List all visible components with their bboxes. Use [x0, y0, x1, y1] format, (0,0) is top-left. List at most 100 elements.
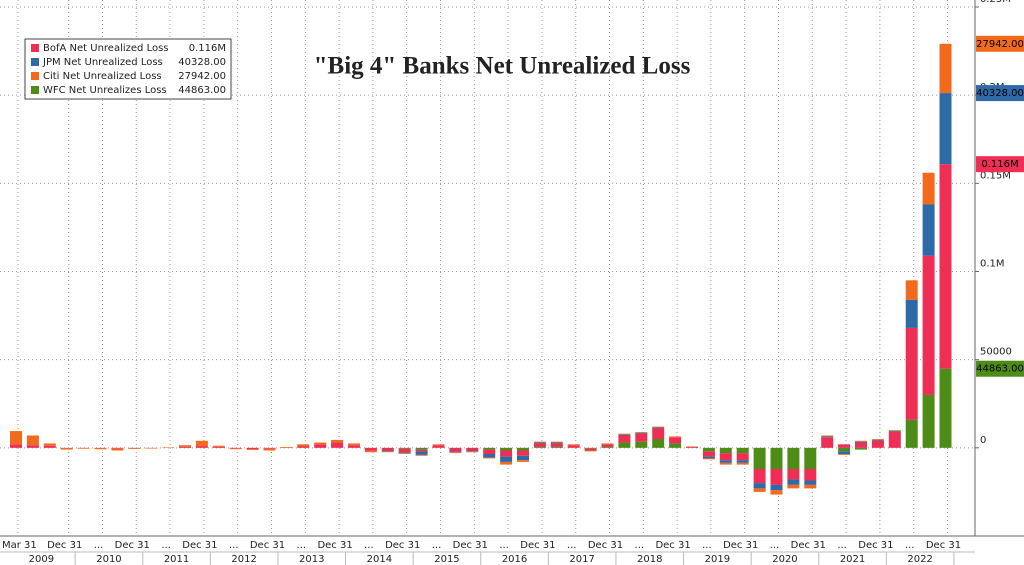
bar-segment: [500, 447, 513, 451]
x-tick-label: Dec 31: [926, 540, 961, 551]
bar-segment: [26, 445, 39, 448]
legend-value: 0.116M: [189, 43, 226, 54]
bar-segment: [533, 443, 546, 447]
bar-segment: [449, 452, 462, 454]
bar-segment: [753, 488, 766, 492]
bar-segment: [804, 484, 817, 489]
year-label: 2013: [299, 554, 324, 565]
bar-segment: [533, 446, 546, 448]
legend-swatch: [31, 72, 39, 80]
year-label: 2011: [164, 554, 189, 565]
year-label: 2020: [772, 554, 797, 565]
bar-segment: [229, 447, 242, 449]
bar-segment: [94, 447, 107, 450]
bar-segment: [77, 447, 90, 449]
year-label: 2017: [569, 554, 594, 565]
year-label: 2022: [907, 554, 932, 565]
bar-segment: [855, 447, 867, 450]
bar-segment: [821, 436, 834, 438]
bar-segment: [753, 468, 766, 484]
bar-segment: [719, 462, 732, 465]
bar-segment: [415, 447, 428, 450]
legend-label: WFC Net Unrealizes Loss: [43, 85, 167, 96]
bar-segment: [736, 462, 749, 465]
bar-segment: [179, 445, 191, 447]
bar-segment: [43, 445, 56, 448]
bar-segment: [871, 439, 884, 440]
bars: [10, 43, 952, 495]
bar-segment: [702, 458, 715, 460]
bar-segment: [517, 450, 529, 456]
bar-segment: [584, 447, 597, 449]
bar-segment: [905, 299, 918, 328]
legend: BofA Net Unrealized Loss 0.116M JPM Net Un…: [24, 38, 232, 100]
grid: [0, 0, 975, 536]
bar-segment: [483, 457, 496, 459]
x-tick-label: ...: [432, 540, 442, 551]
legend-box: [24, 38, 232, 100]
bar-segment: [838, 447, 851, 452]
bar-segment: [686, 446, 698, 447]
x-tick-label: Dec 31: [182, 540, 217, 551]
bar-segment: [246, 447, 259, 450]
bar-segment: [652, 428, 665, 440]
bar-segment: [195, 440, 208, 447]
bar-segment: [922, 172, 935, 205]
bar-segment: [111, 448, 124, 451]
bar-segment: [652, 426, 665, 428]
legend-label: JPM Net Unrealized Loss: [42, 57, 163, 68]
value-badge: [976, 156, 1024, 173]
legend-swatch: [31, 58, 39, 66]
bar-segment: [618, 442, 631, 448]
bar-segment: [939, 93, 952, 165]
bar-segment: [449, 451, 462, 453]
bar-segment: [314, 442, 327, 445]
bar-segment: [398, 453, 411, 455]
value-badge: [976, 360, 1024, 377]
y-tick-label: 50000: [980, 347, 1012, 358]
bar-segment: [888, 431, 901, 448]
bar-segment: [787, 468, 800, 480]
x-tick-label: ...: [161, 540, 171, 551]
x-tick-label: ...: [499, 540, 509, 551]
bar-segment: [348, 445, 360, 448]
bar-segment: [618, 435, 631, 443]
bar-segment: [939, 368, 952, 448]
bar-segment: [280, 446, 293, 448]
year-label: 2012: [231, 554, 256, 565]
y-tick-label: 0: [980, 435, 986, 446]
bar-segment: [652, 427, 665, 429]
bar-segment: [888, 431, 901, 432]
bar-segment: [787, 479, 800, 485]
bar-segment: [567, 444, 580, 446]
legend-value: 40328.00: [178, 57, 226, 68]
bar-segment: [922, 255, 935, 395]
legend-swatch: [31, 44, 39, 52]
bar-segment: [719, 460, 732, 463]
bar-segment: [821, 435, 834, 437]
bar-segment: [364, 447, 377, 451]
year-label: 2018: [637, 554, 662, 565]
value-label: 40328.00: [976, 88, 1024, 99]
bar-segment: [669, 437, 682, 444]
bar-segment: [770, 447, 783, 469]
bar-segment: [348, 443, 360, 446]
bar-segment: [669, 443, 682, 448]
bar-segment: [922, 204, 935, 256]
bar-segment: [263, 448, 276, 451]
y-tick-label: 0.1M: [980, 259, 1005, 270]
x-tick-label: ...: [229, 540, 239, 551]
x-tick-label: Dec 31: [385, 540, 420, 551]
bar-segment: [550, 442, 563, 444]
bar-segment: [601, 446, 614, 448]
bar-segment: [331, 442, 344, 448]
bar-segment: [838, 444, 851, 448]
bar-segment: [179, 446, 191, 448]
bar-segment: [736, 453, 749, 461]
value-label: 27942.00: [976, 39, 1024, 50]
x-tick-label: ...: [567, 540, 577, 551]
bar-segment: [145, 447, 158, 449]
bar-segment: [381, 451, 394, 453]
bar-segment: [871, 440, 884, 448]
x-tick-label: ...: [837, 540, 847, 551]
